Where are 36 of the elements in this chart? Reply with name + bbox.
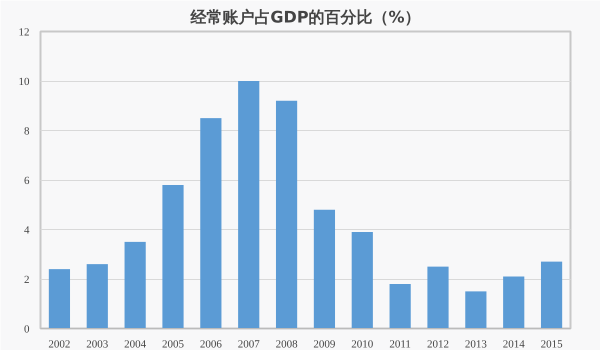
bar bbox=[48, 269, 70, 328]
y-tick-label: 10 bbox=[18, 76, 30, 88]
x-tick-label: 2014 bbox=[502, 338, 526, 350]
x-tick-label: 2003 bbox=[86, 338, 109, 350]
bar bbox=[465, 291, 486, 328]
bar bbox=[390, 284, 411, 328]
bar bbox=[124, 242, 146, 328]
bar bbox=[427, 266, 449, 328]
y-tick-label: 4 bbox=[24, 224, 30, 236]
bar bbox=[200, 118, 222, 328]
y-tick-label: 8 bbox=[24, 126, 30, 138]
x-tick-label: 2007 bbox=[238, 338, 260, 350]
bar bbox=[352, 232, 373, 328]
x-tick-label: 2012 bbox=[427, 338, 449, 350]
bar bbox=[86, 264, 108, 328]
x-tick-label: 2010 bbox=[351, 338, 374, 350]
bar bbox=[276, 100, 298, 328]
bar bbox=[238, 81, 260, 328]
x-tick-label: 2004 bbox=[124, 338, 147, 350]
chart-title: 经常账户占GDP的百分比（%） bbox=[189, 8, 421, 26]
bar bbox=[314, 210, 336, 328]
y-tick-label: 0 bbox=[24, 324, 30, 336]
x-tick-label: 2005 bbox=[162, 338, 184, 350]
x-tick-label: 2015 bbox=[540, 338, 564, 350]
x-tick-label: 2002 bbox=[48, 338, 70, 350]
x-tick-label: 2011 bbox=[389, 338, 411, 350]
y-tick-label: 12 bbox=[18, 26, 30, 38]
y-tick-label: 2 bbox=[24, 274, 30, 286]
x-tick-label: 2013 bbox=[464, 338, 488, 350]
x-tick-label: 2009 bbox=[313, 338, 336, 350]
y-tick-label: 6 bbox=[24, 175, 30, 187]
bar bbox=[162, 184, 184, 328]
x-tick-label: 2008 bbox=[276, 338, 298, 350]
x-tick-label: 2006 bbox=[200, 338, 222, 350]
bar bbox=[503, 276, 524, 328]
bar bbox=[540, 262, 562, 328]
